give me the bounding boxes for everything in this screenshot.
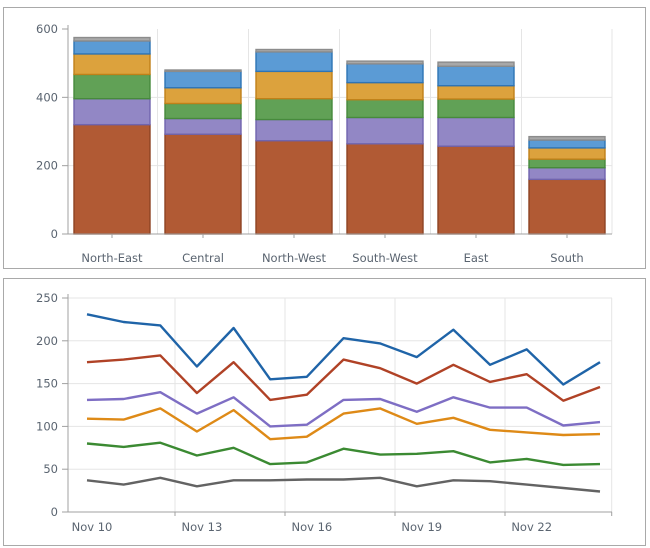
bar-segment-green xyxy=(255,97,333,121)
bar-segment-blue xyxy=(346,63,424,84)
bar-segment-orange xyxy=(528,147,606,160)
bar-segment-green xyxy=(437,98,515,119)
line-orange xyxy=(86,407,601,441)
bar-segment-blue xyxy=(255,51,333,73)
bar-segment-blue xyxy=(73,40,151,55)
bar-segment-purple xyxy=(255,118,333,142)
bar-segment-orange xyxy=(164,87,242,105)
bar-segment-blue xyxy=(437,65,515,87)
bar-segment-rust xyxy=(255,140,333,235)
category-label: North-West xyxy=(262,251,327,265)
bar-segment-rust xyxy=(528,178,606,235)
y-tick-label: 600 xyxy=(36,22,58,36)
bar-segment-blue xyxy=(528,139,606,149)
y-tick-label: 150 xyxy=(36,377,58,391)
y-tick-label: 200 xyxy=(36,334,58,348)
bar-segment-green xyxy=(164,102,242,120)
bar-segment-orange xyxy=(255,70,333,100)
category-label: Central xyxy=(182,251,224,265)
x-tick-label: Nov 10 xyxy=(72,520,113,534)
category-label: South xyxy=(550,251,583,265)
bar-segment-purple xyxy=(346,116,424,145)
line-chart: 0 50 100 150 200 250 Nov 10 Nov 13 Nov 16 Nov 19 N… xyxy=(36,291,613,534)
category-label: North-East xyxy=(81,251,143,265)
line-green xyxy=(86,441,601,467)
bar-segment-green xyxy=(346,99,424,119)
bar-segment-rust xyxy=(73,123,151,235)
y-tick-label: 400 xyxy=(36,90,58,104)
y-tick-label: 50 xyxy=(43,462,58,476)
category-label: South-West xyxy=(352,251,418,265)
category-label: East xyxy=(464,251,489,265)
bar-segment-gray xyxy=(164,69,242,73)
line-purple xyxy=(86,390,601,428)
bar-segment-orange xyxy=(437,85,515,100)
x-tick-label: Nov 16 xyxy=(291,520,332,534)
bar-segment-purple xyxy=(73,97,151,126)
line-chart-panel: 0 50 100 150 200 250 Nov 10 Nov 13 Nov 16 Nov 19 N… xyxy=(3,278,646,546)
line-gray xyxy=(86,476,601,493)
bar-segment-purple xyxy=(437,116,515,147)
stacked-bar-chart: 0 200 400 600 North-East Central North-West Sou… xyxy=(36,22,613,265)
bar-segment-orange xyxy=(346,81,424,101)
bar-segment-orange xyxy=(73,53,151,76)
y-tick-label: 0 xyxy=(51,227,58,241)
bar-segment-blue xyxy=(164,70,242,89)
x-tick-label: Nov 13 xyxy=(182,520,223,534)
bar-segment-green xyxy=(73,73,151,100)
x-tick-label: Nov 22 xyxy=(511,520,552,534)
stacked-bar-chart-panel: 0 200 400 600 North-East Central North-West Sou… xyxy=(3,7,646,269)
line-blue xyxy=(86,313,601,386)
bar-segment-purple xyxy=(528,167,606,181)
y-tick-label: 250 xyxy=(36,291,58,305)
bar-segment-gray xyxy=(528,135,606,141)
bar-segment-gray xyxy=(346,60,424,65)
bar-segment-gray xyxy=(255,48,333,53)
bar-segment-rust xyxy=(164,133,242,235)
y-tick-label: 0 xyxy=(51,505,58,519)
y-tick-label: 200 xyxy=(36,159,58,173)
line-red xyxy=(86,354,601,402)
bar-segment-gray xyxy=(437,61,515,67)
bar-segment-purple xyxy=(164,117,242,135)
x-tick-label: Nov 19 xyxy=(401,520,442,534)
y-tick-label: 100 xyxy=(36,419,58,433)
bar-segment-green xyxy=(528,158,606,169)
bar-segment-rust xyxy=(346,143,424,235)
bar-segment-rust xyxy=(437,145,515,235)
bar-segment-gray xyxy=(73,36,151,42)
